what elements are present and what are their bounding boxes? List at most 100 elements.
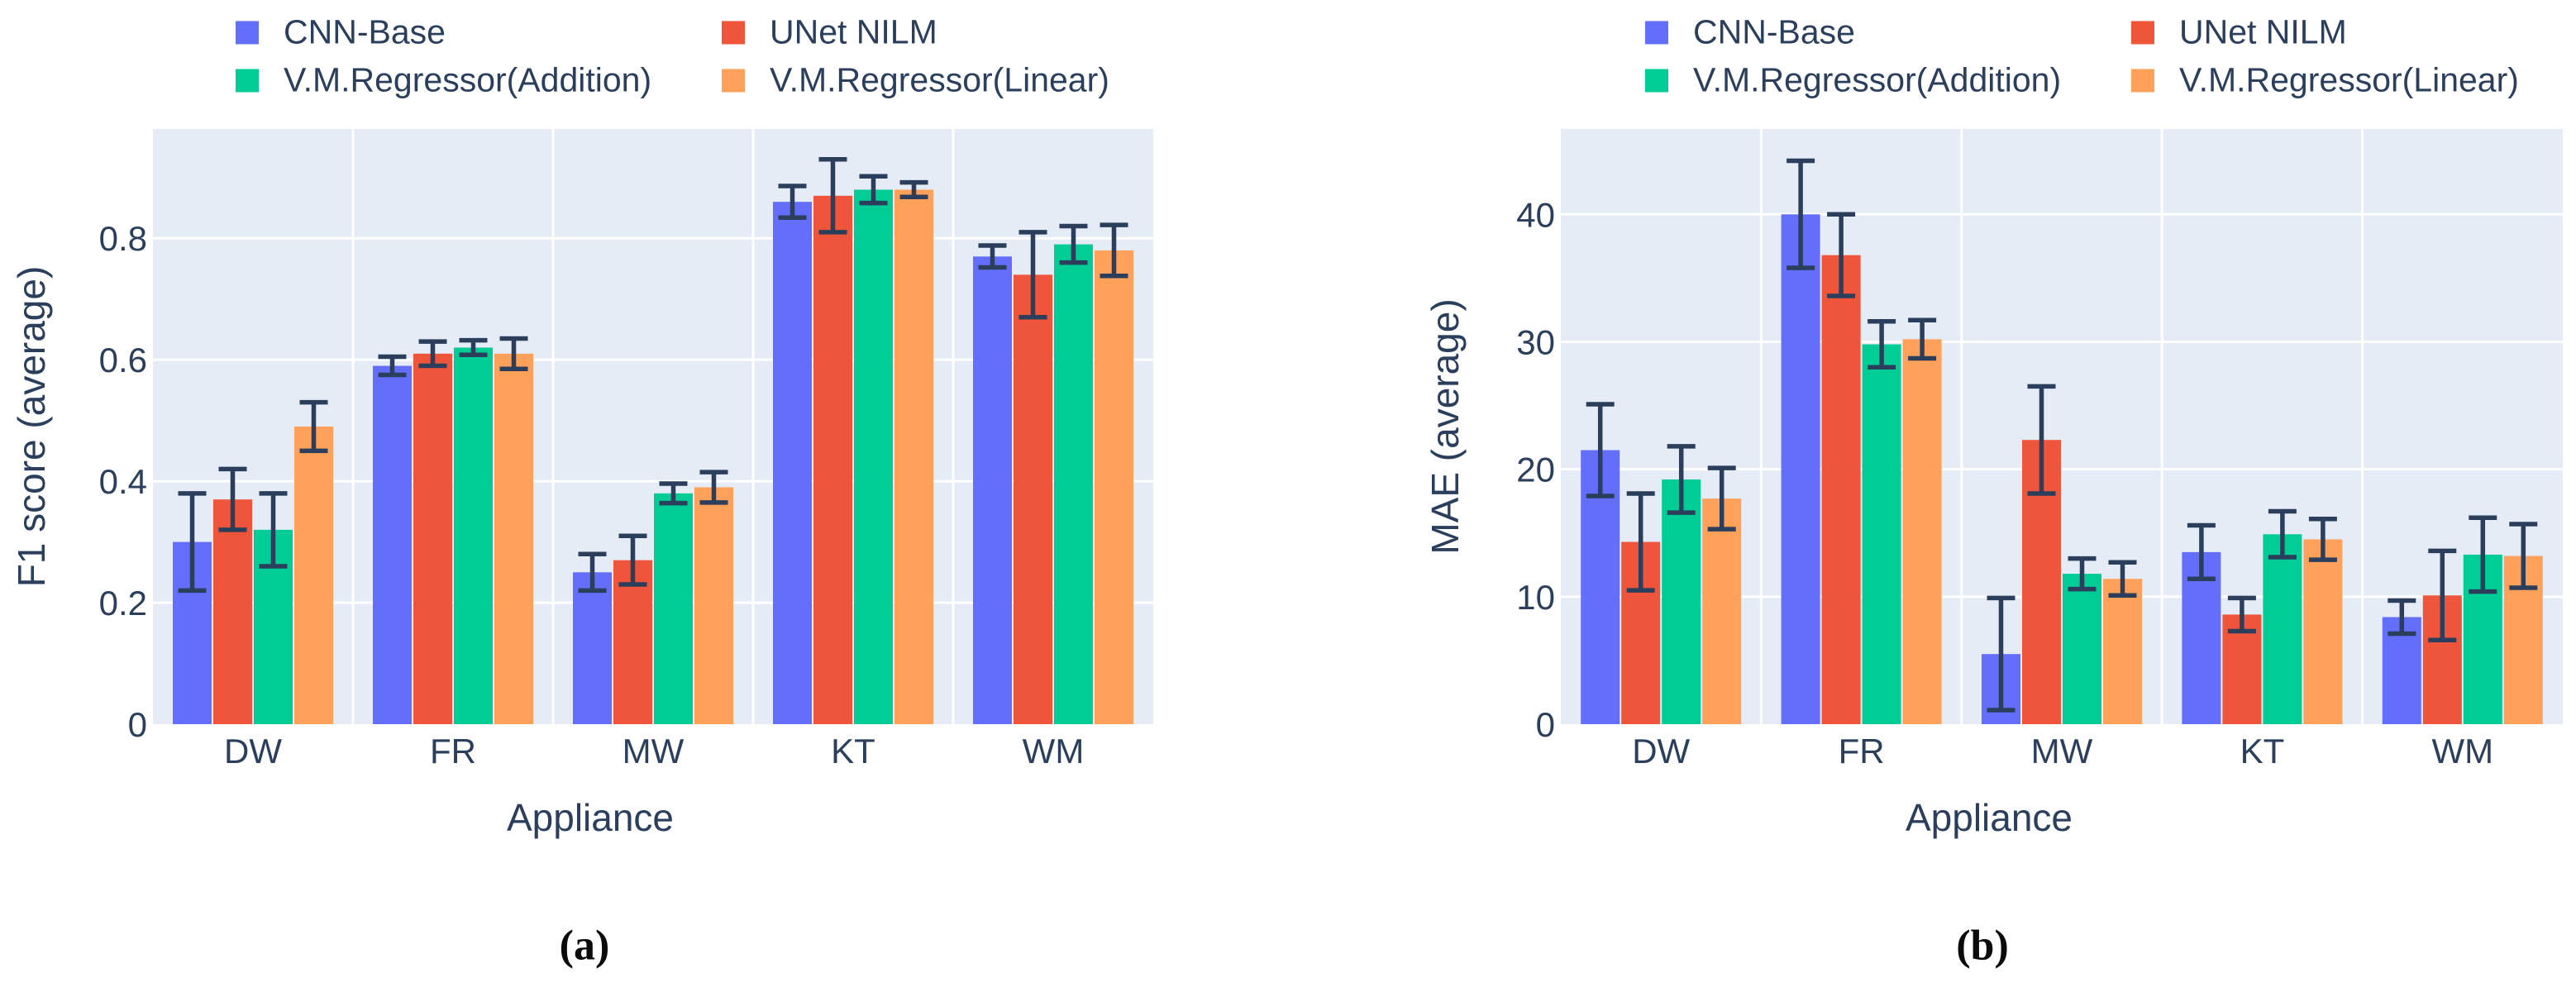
error-bar <box>618 533 647 587</box>
y-tick-label: 40 <box>1516 195 1555 234</box>
error-bar <box>499 336 528 371</box>
error-bar <box>578 551 607 594</box>
x-tick-label-kt: KT <box>2240 732 2285 770</box>
legend-label: V.M.Regressor(Linear) <box>770 60 1109 99</box>
x-tick-label-fr: FR <box>1839 732 1885 770</box>
legend-label: CNN-Base <box>1693 12 1855 51</box>
y-tick-label: 20 <box>1516 451 1555 489</box>
bar-unet-nilm-fr <box>413 353 452 724</box>
legend-swatch-icon <box>2131 21 2154 44</box>
error-bar <box>818 156 847 235</box>
x-tick-label-fr: FR <box>430 732 476 770</box>
legend-swatch-icon <box>236 69 259 92</box>
error-bar <box>2227 595 2256 634</box>
legend-label: V.M.Regressor(Addition) <box>1693 60 2062 99</box>
error-bar <box>2268 508 2297 560</box>
subfigure-caption-a: (a) <box>559 922 610 970</box>
x-tick-label-wm: WM <box>1023 732 1085 770</box>
bar-v-m-regressor-addition-mw <box>654 493 693 724</box>
legend-swatch-icon <box>236 21 259 44</box>
y-axis-title-mae: MAE (average) <box>1424 298 1467 555</box>
bar-cnn-base-fr <box>373 365 412 724</box>
x-tick-label-mw: MW <box>2031 732 2093 770</box>
bar-v-m-regressor-addition-kt <box>854 189 893 725</box>
error-bar <box>259 491 288 569</box>
error-bar <box>1868 319 1896 370</box>
error-bar <box>2108 560 2137 599</box>
bar-v-m-regressor-linear-fr <box>1902 339 1942 724</box>
bar-cnn-base-kt <box>773 202 812 724</box>
error-bar <box>218 466 247 532</box>
legend-item-unet-nilm: UNet NILM <box>722 15 937 50</box>
bar-unet-nilm-fr <box>1821 255 1861 725</box>
error-bar <box>299 399 328 454</box>
error-bar <box>378 354 407 378</box>
legend-label: UNet NILM <box>2179 12 2347 51</box>
bar-unet-nilm-wm <box>1014 274 1052 724</box>
legend-swatch-icon <box>722 21 745 44</box>
error-bar <box>1987 595 2015 713</box>
error-bar <box>899 179 928 200</box>
legend-label: CNN-Base <box>284 12 446 51</box>
error-bar <box>418 339 447 369</box>
error-bar <box>2187 522 2216 581</box>
x-tick-label-wm: WM <box>2431 732 2493 770</box>
error-bar <box>1018 230 1047 320</box>
x-axis-title-left: Appliance <box>506 796 675 839</box>
bar-v-m-regressor-linear-dw <box>1702 498 1742 724</box>
y-tick-label: 0.2 <box>99 584 147 622</box>
legend-swatch-icon <box>2131 69 2154 92</box>
error-bar <box>659 481 688 506</box>
error-bar <box>459 337 488 358</box>
error-bar <box>1827 212 1856 298</box>
error-bar <box>699 470 728 505</box>
error-bar <box>2388 598 2416 637</box>
bar-v-m-regressor-addition-dw <box>1662 479 1701 724</box>
error-bar <box>2509 522 2538 590</box>
bar-v-m-regressor-linear-mw <box>2103 579 2142 724</box>
error-bar <box>2428 548 2457 642</box>
bar-v-m-regressor-addition-kt <box>2263 534 2302 724</box>
legend-item-v-m-regressor-linear: V.M.Regressor(Linear) <box>2131 60 2519 99</box>
bar-v-m-regressor-linear-mw <box>694 487 733 724</box>
bar-unet-nilm-mw <box>613 560 652 724</box>
error-bar <box>2027 384 2056 496</box>
legend-item-cnn-base: CNN-Base <box>236 12 446 51</box>
bar-v-m-regressor-addition-fr <box>454 347 493 724</box>
bar-v-m-regressor-linear-kt <box>894 189 933 725</box>
legend-label: V.M.Regressor(Linear) <box>2179 60 2519 99</box>
bar-v-m-regressor-linear-dw <box>294 427 333 724</box>
error-bar <box>978 243 1007 270</box>
bar-v-m-regressor-addition-wm <box>1054 244 1093 725</box>
y-tick-label: 0 <box>1536 705 1555 744</box>
x-tick-label-dw: DW <box>224 732 282 770</box>
bar-v-m-regressor-linear-wm <box>1095 250 1133 724</box>
bar-cnn-base-mw <box>573 572 612 724</box>
legend-label: V.M.Regressor(Addition) <box>284 60 652 99</box>
error-bar <box>1787 158 1815 270</box>
legend-item-cnn-base: CNN-Base <box>1645 12 1855 51</box>
y-axis-title-f1: F1 score (average) <box>10 265 53 588</box>
error-bar <box>2068 556 2097 592</box>
x-axis-title-right: Appliance <box>1905 796 2073 839</box>
legend-swatch-icon <box>1645 21 1668 44</box>
error-bar <box>778 184 807 221</box>
bar-unet-nilm-dw <box>213 499 252 724</box>
y-tick-label: 0 <box>128 705 147 744</box>
legend-item-unet-nilm: UNet NILM <box>2131 12 2347 51</box>
bar-v-m-regressor-linear-fr <box>494 353 533 724</box>
legend-swatch-icon <box>722 69 745 92</box>
y-tick-label: 0.8 <box>99 219 147 258</box>
legend-item-v-m-regressor-addition: V.M.Regressor(Addition) <box>236 60 652 99</box>
error-bar <box>1059 223 1088 265</box>
bar-cnn-base-wm <box>973 256 1012 724</box>
subfigure-caption-b: (b) <box>1956 922 2009 970</box>
legend-swatch-icon <box>1645 69 1668 92</box>
x-tick-label-mw: MW <box>623 732 685 770</box>
legend-item-v-m-regressor-linear: V.M.Regressor(Linear) <box>722 60 1109 99</box>
error-bar <box>1667 444 1696 515</box>
error-bar <box>1908 317 1937 361</box>
bar-unet-nilm-kt <box>813 195 852 724</box>
error-bar <box>2308 517 2337 562</box>
